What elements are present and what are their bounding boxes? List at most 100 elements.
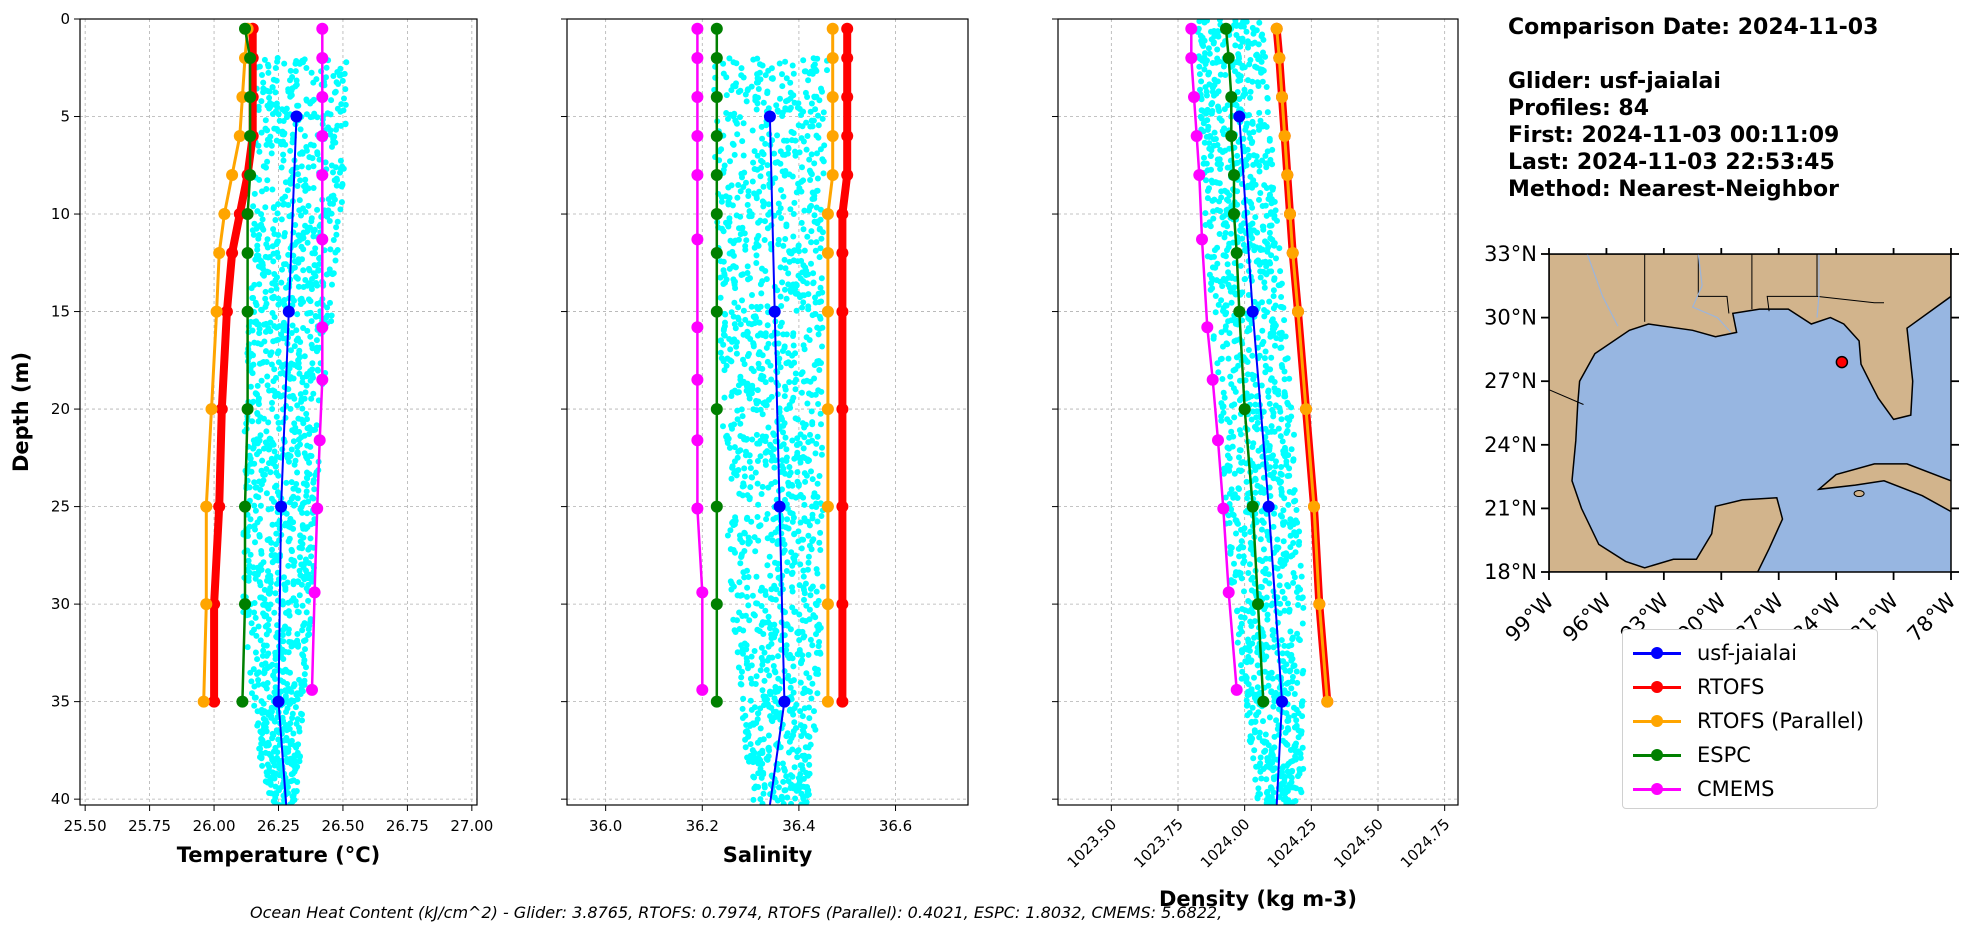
scatter-point: [1226, 330, 1233, 337]
scatter-point: [1209, 197, 1216, 204]
scatter-point: [291, 752, 298, 759]
scatter-point: [765, 753, 772, 760]
scatter-point: [748, 518, 755, 525]
scatter-point: [295, 171, 301, 178]
scatter-point: [730, 276, 737, 283]
series-point-rtofs: [836, 247, 849, 259]
scatter-point: [284, 668, 291, 675]
series-point-cmems: [311, 502, 324, 515]
legend-marker-rtofs-parallel: [1633, 711, 1681, 731]
scatter-point: [791, 199, 798, 206]
scatter-point: [782, 383, 788, 390]
scatter-point: [773, 514, 780, 521]
scatter-point: [301, 183, 307, 190]
scatter-point: [1261, 182, 1268, 189]
scatter-point: [269, 186, 276, 193]
scatter-point: [1271, 744, 1278, 751]
scatter-point: [726, 55, 733, 62]
scatter-point: [814, 175, 821, 182]
scatter-point: [1250, 30, 1257, 37]
scatter-point: [1261, 313, 1268, 320]
scatter-point: [736, 490, 743, 497]
scatter-point: [311, 226, 318, 233]
scatter-point: [1300, 667, 1307, 674]
scatter-point: [809, 476, 816, 483]
scatter-point: [1252, 63, 1259, 70]
scatter-point: [818, 451, 825, 458]
scatter-point: [1260, 36, 1267, 43]
scatter-point: [1257, 536, 1264, 543]
scatter-point: [771, 464, 778, 471]
scatter-point: [804, 133, 811, 139]
scatter-point: [1266, 714, 1273, 721]
scatter-point: [787, 89, 794, 96]
legend-marker-cmems: [1633, 779, 1681, 799]
scatter-point: [1281, 642, 1288, 649]
scatter-point: [748, 680, 755, 687]
scatter-point: [808, 117, 815, 124]
scatter-point: [741, 574, 748, 581]
scatter-point: [775, 200, 782, 207]
scatter-point: [294, 449, 301, 456]
scatter-point: [743, 655, 750, 662]
series-point-espc: [1238, 403, 1251, 416]
scatter-point: [751, 320, 758, 327]
scatter-point: [760, 631, 767, 637]
scatter-point: [759, 365, 766, 372]
scatter-point: [1213, 59, 1220, 66]
scatter-point: [738, 642, 745, 649]
scatter-point: [289, 798, 296, 805]
scatter-point: [757, 522, 764, 529]
scatter-point: [777, 95, 783, 102]
series-line-espc: [241, 28, 252, 702]
scatter-point: [770, 663, 777, 669]
lat-tick-label: 24°N: [1484, 433, 1537, 457]
scatter-point: [1264, 454, 1271, 461]
scatter-point: [744, 593, 750, 600]
scatter-point: [790, 70, 797, 77]
scatter-point: [288, 360, 295, 367]
scatter-point: [1206, 50, 1213, 57]
scatter-point: [330, 192, 337, 199]
scatter-point: [757, 796, 764, 803]
scatter-point: [300, 534, 307, 541]
scatter-point: [261, 471, 268, 478]
legend-marker-rtofs: [1633, 677, 1681, 697]
scatter-point: [1237, 570, 1244, 577]
scatter-point: [260, 79, 267, 86]
scatter-point: [785, 479, 792, 486]
scatter-point: [755, 86, 762, 92]
scatter-point: [290, 557, 297, 564]
scatter-point: [781, 344, 788, 351]
scatter-point: [250, 361, 257, 368]
scatter-point: [265, 605, 272, 612]
scatter-point: [803, 146, 810, 153]
scatter-point: [728, 182, 735, 189]
scatter-point: [785, 281, 792, 288]
scatter-point: [251, 220, 258, 227]
scatter-point: [330, 169, 336, 176]
series-point-rtofs-parallel: [1276, 91, 1288, 103]
legend-label-cmems: CMEMS: [1697, 777, 1775, 801]
scatter-point: [1264, 248, 1271, 255]
scatter-point: [1287, 532, 1294, 539]
scatter-point: [311, 110, 318, 117]
series-point-cmems: [316, 169, 329, 181]
scatter-point: [265, 254, 272, 261]
scatter-point: [1233, 354, 1240, 361]
scatter-point: [800, 299, 807, 306]
series-point-rtofs-parallel: [200, 500, 213, 513]
scatter-point: [1220, 221, 1227, 228]
method: Method: Nearest-Neighbor: [1508, 177, 1839, 202]
scatter-point: [780, 441, 787, 448]
scatter-point: [265, 69, 272, 76]
scatter-point: [303, 96, 310, 103]
series-point-rtofs-parallel: [218, 208, 231, 220]
scatter-point: [814, 55, 821, 62]
scatter-point: [323, 271, 330, 278]
scatter-point: [266, 94, 273, 101]
scatter-point: [1216, 180, 1223, 187]
scatter-point: [303, 567, 309, 574]
scatter-point: [276, 802, 283, 805]
scatter-point: [1246, 198, 1253, 205]
